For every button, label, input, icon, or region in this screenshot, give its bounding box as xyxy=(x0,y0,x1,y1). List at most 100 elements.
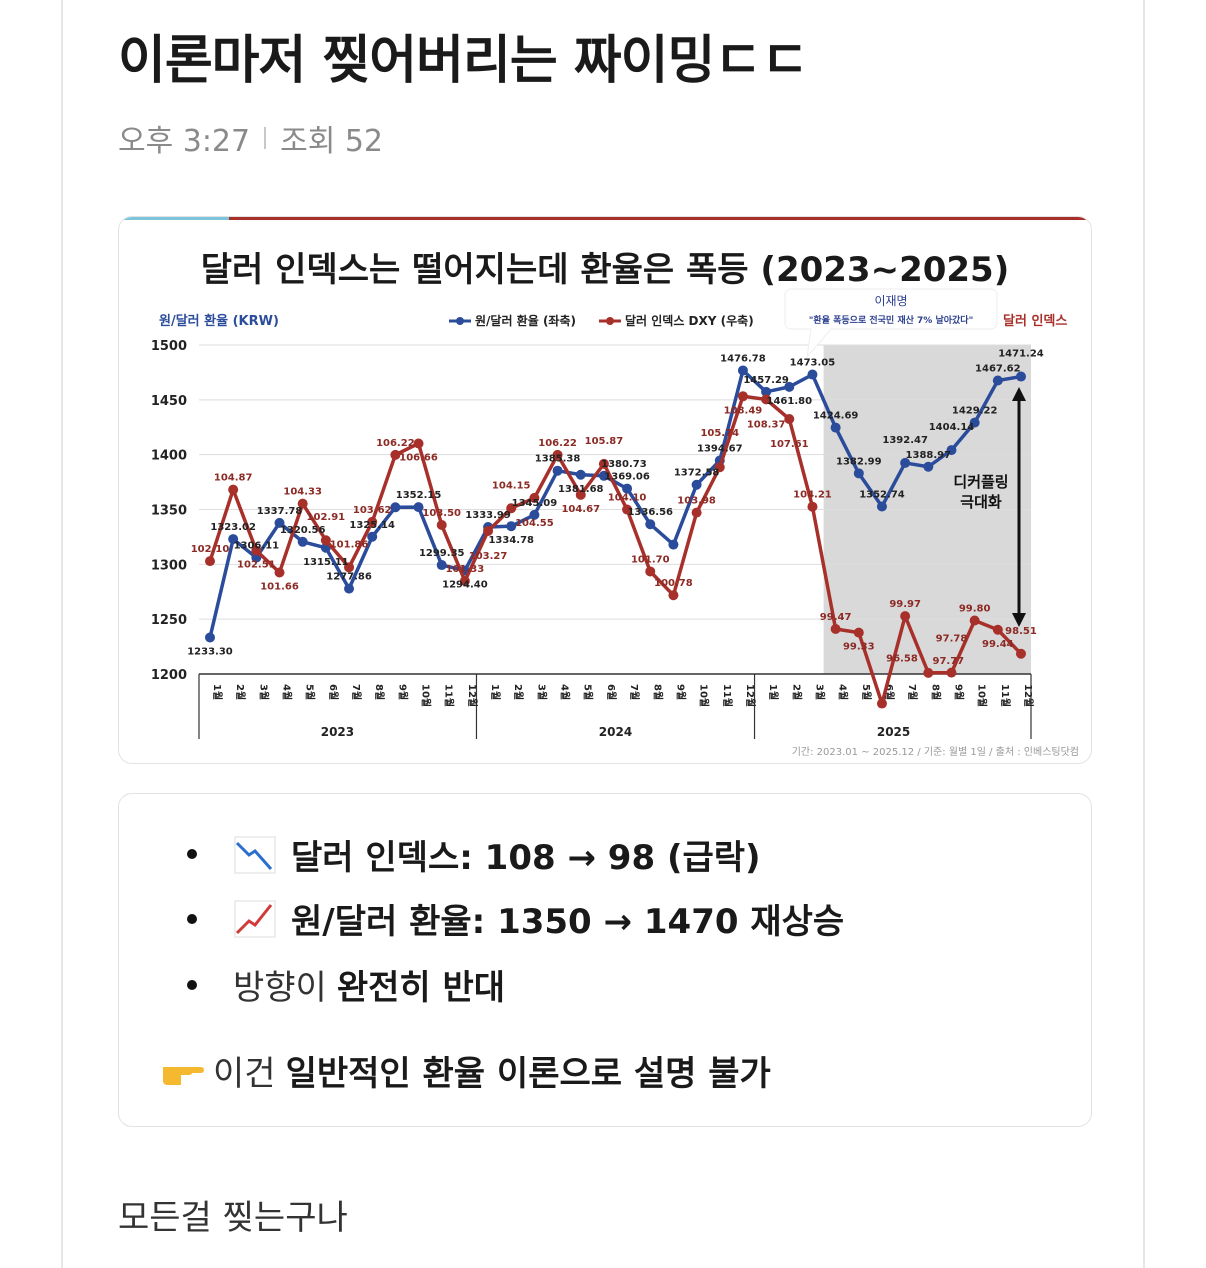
x-tick-label: 10월 xyxy=(976,684,988,707)
dxy-data-point xyxy=(390,449,401,460)
dxy-data-point xyxy=(274,567,285,578)
dxy-data-point xyxy=(459,576,470,587)
krw-data-point xyxy=(344,583,355,594)
dxy-data-point xyxy=(622,504,633,515)
x-tick-label: 1월 xyxy=(489,684,501,700)
year-label: 2024 xyxy=(599,725,632,739)
dxy-data-point xyxy=(737,391,748,402)
krw-data-point xyxy=(205,632,215,643)
meta-divider xyxy=(264,127,267,149)
dxy-data-label: 104.21 xyxy=(793,490,832,501)
dxy-data-point xyxy=(413,438,424,449)
krw-data-point xyxy=(923,461,934,472)
dxy-data-point xyxy=(668,590,679,601)
dxy-data-label: 104.10 xyxy=(608,493,647,504)
x-tick-label: 3월 xyxy=(813,684,825,700)
decoupling-annotation: 디커플링 극대화 xyxy=(953,387,1026,627)
dxy-data-point xyxy=(900,611,911,622)
x-tick-label: 1월 xyxy=(767,684,779,700)
dxy-data-label: 104.67 xyxy=(561,504,600,515)
x-tick-label: 9월 xyxy=(674,684,686,700)
dxy-data-point xyxy=(853,627,864,638)
y-tick-label: 1250 xyxy=(151,613,187,628)
krw-data-label: 1467.62 xyxy=(975,364,1021,375)
krw-data-label: 1388.97 xyxy=(906,450,952,461)
chart-increasing-icon xyxy=(234,900,276,937)
dxy-data-point xyxy=(645,566,656,577)
dxy-data-point xyxy=(228,484,239,495)
krw-data-label: 1323.02 xyxy=(210,522,256,533)
x-tick-label: 12월 xyxy=(466,684,478,707)
summary-item-label: 완전히 반대 xyxy=(336,968,506,1008)
dxy-data-point xyxy=(946,667,957,678)
x-tick-label: 11월 xyxy=(721,684,733,707)
krw-data-label: 1461.80 xyxy=(767,396,813,407)
dxy-data-point xyxy=(320,535,331,546)
exchange-rate-chart: 달러 인덱스는 떨어지는데 환율은 폭등 (2023~2025) 원/달러 환율… xyxy=(119,217,1091,758)
krw-data-label: 1333.99 xyxy=(465,510,511,521)
summary-item-krw: 원/달러 환율: 1350 → 1470 재상승 xyxy=(233,894,844,943)
y-tick-label: 1350 xyxy=(151,504,187,519)
krw-data-label: 1476.78 xyxy=(720,353,766,364)
krw-data-point xyxy=(552,465,563,476)
x-tick-label: 8월 xyxy=(651,684,663,700)
krw-data-point xyxy=(853,468,864,479)
krw-data-point xyxy=(737,365,748,376)
x-tick-label: 4월 xyxy=(559,684,571,700)
krw-data-label: 1381.68 xyxy=(558,484,604,495)
dxy-data-point xyxy=(691,507,702,518)
x-tick-label: 1월 xyxy=(211,684,223,700)
dxy-series-line xyxy=(208,394,1023,706)
summary-item-dxy: 달러 인덱스: 108 → 98 (급락) xyxy=(233,830,761,879)
chart-title: 달러 인덱스는 떨어지는데 환율은 폭등 (2023~2025) xyxy=(201,250,1010,290)
krw-data-label: 1385.38 xyxy=(535,454,581,465)
dxy-data-point xyxy=(784,413,795,424)
dxy-data-point xyxy=(205,556,215,567)
legend-marker-krw xyxy=(456,317,464,325)
legend-marker-dxy xyxy=(606,317,614,325)
dxy-data-label: 102.10 xyxy=(191,544,230,555)
x-tick-label: 5월 xyxy=(304,684,316,700)
summary-conclusion: 이건 일반적인 환율 이론으로 설명 불가 xyxy=(159,1046,771,1095)
krw-data-label: 1392.47 xyxy=(882,435,928,446)
x-tick-label: 10월 xyxy=(698,684,710,707)
dxy-data-label: 105.87 xyxy=(585,436,624,447)
post-title: 이론마저 찢어버리는 짜이밍ㄷㄷ xyxy=(118,31,809,91)
krw-data-label: 1424.69 xyxy=(813,411,859,422)
bullet-dot xyxy=(187,914,197,924)
x-tick-label: 8월 xyxy=(373,684,385,700)
krw-data-label: 1320.56 xyxy=(280,525,326,536)
dxy-data-label: 104.87 xyxy=(214,473,253,484)
dxy-data-point xyxy=(807,501,818,512)
krw-data-label: 1429.22 xyxy=(952,406,998,417)
krw-data-point xyxy=(668,539,679,550)
dxy-data-point xyxy=(529,492,540,503)
chart-decreasing-icon xyxy=(234,836,276,873)
krw-data-label: 1315.11 xyxy=(303,557,349,568)
x-tick-label: 11월 xyxy=(443,684,455,707)
x-tick-label: 7월 xyxy=(628,684,640,700)
x-tick-label: 8월 xyxy=(929,684,941,700)
krw-data-label: 1394.67 xyxy=(697,444,743,455)
krw-data-label: 1336.56 xyxy=(627,507,673,518)
dxy-data-point xyxy=(251,545,262,556)
krw-data-point xyxy=(506,521,517,532)
x-tick-label: 12월 xyxy=(1022,684,1034,707)
dxy-data-label: 96.58 xyxy=(886,654,918,665)
x-tick-label: 12월 xyxy=(744,684,756,707)
dxy-data-point xyxy=(344,562,355,573)
callout-side-label: 달러 인덱스 xyxy=(1003,313,1067,329)
y-tick-label: 1300 xyxy=(151,558,187,573)
krw-data-point xyxy=(529,509,540,520)
y-tick-label: 1200 xyxy=(151,668,187,683)
y-tick-label: 1400 xyxy=(151,449,187,464)
dxy-data-point xyxy=(923,667,934,678)
x-tick-label: 3월 xyxy=(535,684,547,700)
dxy-data-label: 108.37 xyxy=(747,419,786,430)
dxy-data-point xyxy=(969,615,980,626)
dxy-data-label: 99.97 xyxy=(889,599,921,610)
dxy-data-label: 98.51 xyxy=(1005,626,1037,637)
krw-data-point xyxy=(1016,371,1026,382)
decoupling-label-1: 디커플링 xyxy=(953,473,1008,491)
krw-data-point xyxy=(228,534,239,545)
